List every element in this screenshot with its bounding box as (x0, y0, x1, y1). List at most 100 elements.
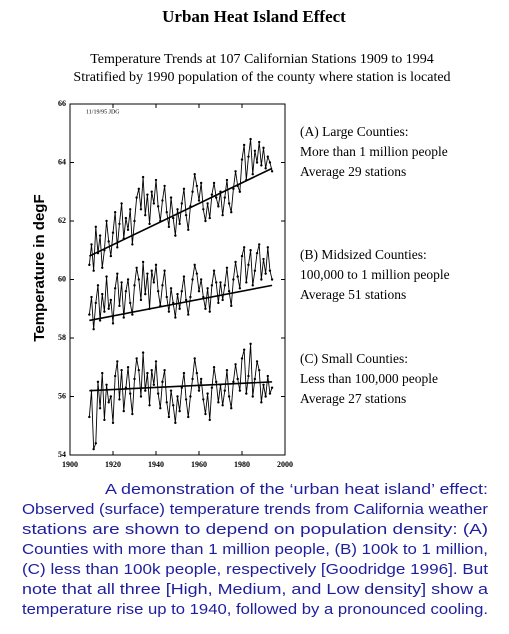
data-point (129, 301, 132, 305)
data-point (107, 401, 110, 404)
data-point (111, 421, 115, 425)
data-point (268, 269, 272, 272)
data-point (251, 173, 254, 176)
data-point (184, 398, 188, 401)
data-point (129, 392, 132, 395)
data-point (249, 342, 252, 346)
data-point (189, 395, 192, 398)
data-point (253, 269, 257, 272)
data-point (191, 190, 194, 193)
data-point (212, 181, 216, 185)
data-point (150, 190, 153, 193)
annotation: (B) Midsized Counties: (300, 247, 427, 262)
data-point (165, 295, 168, 299)
data-point (202, 398, 205, 401)
data-point (180, 202, 183, 205)
data-point (225, 266, 229, 269)
data-point (178, 307, 181, 310)
data-point (245, 392, 248, 395)
data-point (129, 208, 132, 211)
data-point (174, 316, 177, 319)
data-point (258, 243, 261, 246)
data-point (103, 310, 106, 313)
data-point (163, 269, 166, 272)
data-point (172, 404, 175, 407)
data-point (154, 360, 158, 363)
data-point (116, 272, 119, 275)
data-point (191, 377, 194, 381)
data-point (174, 421, 177, 425)
data-point (154, 263, 158, 267)
data-point (98, 234, 102, 237)
data-point (118, 222, 121, 226)
data-point (238, 190, 242, 193)
data-point (90, 243, 93, 246)
data-point (152, 281, 156, 284)
data-point (176, 395, 179, 398)
data-point (176, 208, 179, 211)
data-point (105, 275, 108, 278)
data-point (262, 383, 265, 386)
data-point (230, 211, 233, 214)
data-point (187, 415, 190, 419)
trend-line (89, 381, 273, 392)
data-point (195, 272, 199, 275)
data-point (131, 313, 134, 316)
data-point (92, 269, 95, 272)
data-point (193, 357, 196, 360)
data-point (144, 292, 147, 296)
y-tick-label: 62 (58, 216, 66, 225)
data-point (221, 298, 224, 302)
data-point (126, 228, 130, 231)
data-point (88, 313, 91, 316)
data-point (234, 170, 237, 173)
data-point (247, 263, 250, 267)
data-point (208, 418, 211, 422)
data-point (122, 316, 125, 319)
data-point (268, 392, 272, 395)
data-point (88, 415, 91, 419)
data-point (122, 409, 125, 413)
y-tick-label: 64 (58, 157, 66, 166)
data-point (266, 374, 269, 378)
caption-line: A demonstration of the ‘urban heat islan… (105, 482, 488, 498)
data-point (249, 249, 252, 252)
data-point (105, 383, 108, 386)
data-point (240, 158, 244, 161)
data-point (260, 278, 263, 281)
annotation: 100,000 to 1 million people (300, 267, 450, 282)
data-point (163, 368, 166, 372)
data-point (206, 202, 209, 205)
data-point (146, 193, 149, 196)
caption-line: Observed (surface) temperature trends fr… (22, 502, 488, 518)
x-tick-label: 1900 (62, 460, 78, 469)
data-point (212, 269, 216, 272)
data-point (240, 357, 244, 360)
data-point (161, 380, 164, 384)
data-point (94, 301, 98, 305)
data-point (238, 389, 242, 392)
data-point (111, 231, 115, 234)
data-point (135, 266, 138, 269)
data-point (225, 178, 229, 182)
data-point (236, 275, 239, 278)
data-point (199, 278, 203, 281)
data-point (120, 368, 123, 372)
data-point (215, 380, 218, 384)
data-point (215, 281, 218, 284)
data-point (96, 284, 100, 287)
data-point (260, 401, 263, 404)
x-tick-label: 2000 (277, 460, 293, 469)
data-point (92, 447, 95, 451)
data-point (148, 222, 151, 226)
data-point (212, 366, 216, 369)
caption-line: stations are shown to depend on populati… (22, 522, 488, 538)
data-point (266, 246, 269, 249)
data-point (167, 310, 171, 313)
data-point (270, 278, 274, 281)
data-point (156, 392, 160, 395)
data-point (221, 213, 224, 217)
data-point (204, 307, 207, 310)
data-point (161, 199, 164, 202)
